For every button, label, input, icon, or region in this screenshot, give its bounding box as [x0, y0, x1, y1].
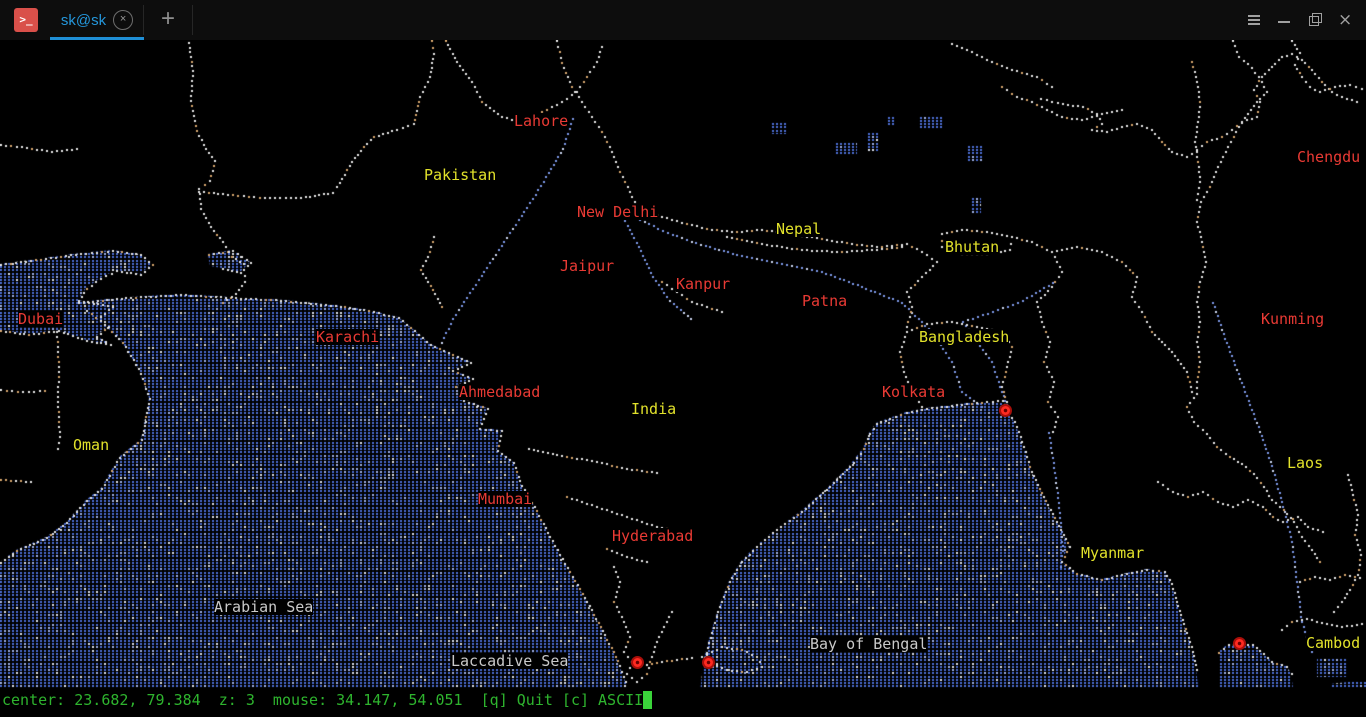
map-marker [702, 656, 715, 669]
map-label-india: India [631, 400, 677, 418]
close-icon[interactable]: × [1338, 10, 1353, 30]
map-label-mumbai: Mumbai [478, 490, 533, 508]
map-label-kolkata: Kolkata [882, 383, 946, 401]
map-label-new-delhi: New Delhi [577, 203, 659, 221]
tab-title: sk@sk [60, 11, 107, 29]
map-label-bhutan: Bhutan [945, 238, 1000, 256]
status-bar: center: 23.682, 79.384 z: 3 mouse: 34.14… [0, 688, 1366, 717]
tab-separator [143, 5, 144, 35]
map-label-kanpur: Kanpur [676, 275, 731, 293]
map-label-cambod: Cambod [1306, 634, 1361, 652]
terminal-cursor [643, 691, 653, 709]
map-label-ahmedabad: Ahmedabad [459, 383, 541, 401]
tab-close-icon[interactable]: × [113, 10, 134, 30]
map-label-oman: Oman [73, 436, 110, 454]
terminal-app-icon[interactable]: >_ [14, 8, 38, 32]
map-label-laccadive-sea: Laccadive Sea [451, 652, 569, 670]
tab-separator [192, 5, 193, 35]
status-text: center: 23.682, 79.384 z: 3 mouse: 34.14… [2, 690, 653, 710]
map-label-lahore: Lahore [514, 112, 569, 130]
maximize-icon[interactable] [1308, 13, 1322, 27]
map-marker [631, 656, 644, 669]
tab-sk-sk[interactable]: sk@sk × [50, 0, 144, 40]
map-label-laos: Laos [1287, 454, 1324, 472]
map-label-hyderabad: Hyderabad [612, 527, 694, 545]
map-label-arabian-sea: Arabian Sea [214, 598, 314, 616]
map-label-chengdu: Chengdu [1297, 148, 1361, 166]
title-bar: >_ sk@sk × + × [0, 0, 1366, 40]
map-label-bay-of-bengal: Bay of Bengal [810, 635, 928, 653]
map-canvas[interactable] [0, 40, 1366, 688]
map-label-karachi: Karachi [316, 328, 380, 346]
map-marker [1233, 637, 1246, 650]
status-message: center: 23.682, 79.384 z: 3 mouse: 34.14… [2, 691, 644, 709]
map-label-bangladesh: Bangladesh [919, 328, 1010, 346]
map-label-patna: Patna [802, 292, 848, 310]
map-label-dubai: Dubai [18, 310, 64, 328]
new-tab-button[interactable]: + [160, 5, 175, 32]
map-label-nepal: Nepal [776, 220, 822, 238]
map-label-kunming: Kunming [1261, 310, 1325, 328]
map-area: Lahore Pakistan New Delhi Jaipur Kanpur Nepal… [0, 40, 1366, 688]
menu-icon[interactable] [1248, 13, 1262, 27]
minimize-icon[interactable] [1278, 13, 1292, 27]
window-controls: × [1248, 0, 1366, 40]
map-marker [999, 404, 1012, 417]
map-label-myanmar: Myanmar [1081, 544, 1145, 562]
active-tab-indicator [50, 37, 144, 40]
map-label-pakistan: Pakistan [424, 166, 497, 184]
map-label-jaipur: Jaipur [560, 257, 615, 275]
